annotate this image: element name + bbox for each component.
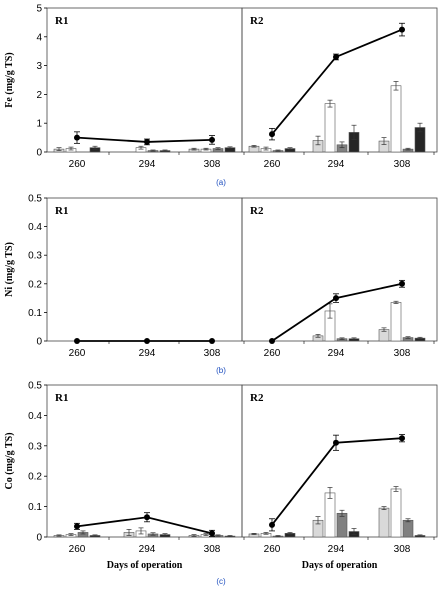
bar-series-1 bbox=[378, 507, 390, 538]
panel-R1: R1 260 294 308 bbox=[53, 15, 245, 170]
x-tick-label: 260 bbox=[69, 348, 86, 359]
chart-3: 0 0.1 0.2 0.3 0.4 0.5 Co (mg/g TS) R1 260 294 308 D… bbox=[4, 381, 438, 586]
panel-title: R2 bbox=[250, 15, 264, 27]
x-tick-label: 308 bbox=[394, 159, 411, 170]
x-tick-label: 260 bbox=[264, 348, 281, 359]
panel-title: R1 bbox=[55, 392, 68, 404]
x-tick-label: 294 bbox=[139, 159, 156, 170]
x-tick-label: 294 bbox=[139, 348, 156, 359]
y-tick-label: 0 bbox=[36, 148, 42, 159]
panel-R2: R2 260 294 308 bbox=[250, 205, 435, 359]
chart-1: 0 1 2 3 4 5 Fe (mg/g TS) R1 260 294 308 R2 260 294 308… bbox=[4, 4, 438, 187]
y-tick-label: 0.4 bbox=[28, 222, 42, 233]
y-tick-label: 0 bbox=[36, 533, 42, 544]
y-tick-label: 0.3 bbox=[28, 251, 42, 262]
line-point bbox=[333, 53, 339, 60]
y-tick-label: 0.5 bbox=[28, 194, 42, 205]
panel-frame-r1 bbox=[46, 197, 243, 342]
x-tick-label: 308 bbox=[204, 348, 221, 359]
y-tick-label: 0 bbox=[36, 337, 42, 348]
y-tick-label: 5 bbox=[36, 4, 42, 15]
panel-R2: R2 260 294 308 bbox=[248, 15, 435, 170]
line-point bbox=[333, 439, 339, 446]
x-tick-label: 308 bbox=[204, 544, 221, 555]
panel-R1: R1 260 294 308 Days of operation bbox=[53, 392, 245, 571]
panel-title: R2 bbox=[250, 205, 264, 217]
x-tick-label: 294 bbox=[328, 348, 345, 359]
panel-R1: R1 260 294 308 bbox=[55, 205, 245, 359]
line-point bbox=[399, 280, 405, 287]
bar-series-3 bbox=[402, 519, 414, 538]
bar-series-2 bbox=[390, 85, 402, 153]
y-tick-label: 0.1 bbox=[28, 502, 42, 513]
bar-series-2 bbox=[390, 302, 402, 342]
x-tick-label: 308 bbox=[394, 348, 411, 359]
bar-series-2 bbox=[390, 488, 402, 538]
panel-title: R1 bbox=[55, 15, 68, 27]
y-axis-label: Ni (mg/g TS) bbox=[4, 242, 15, 297]
line-point bbox=[333, 295, 339, 302]
x-tick-label: 308 bbox=[394, 544, 411, 555]
line-point bbox=[269, 131, 275, 138]
y-tick-label: 0.3 bbox=[28, 441, 42, 452]
y-tick-label: 4 bbox=[36, 32, 42, 43]
panel-frame-r1 bbox=[46, 384, 243, 538]
x-tick-label: 260 bbox=[264, 544, 281, 555]
line-point bbox=[74, 338, 80, 344]
line-point bbox=[74, 523, 80, 530]
y-tick-label: 2 bbox=[36, 90, 42, 101]
x-tick-label: 294 bbox=[328, 544, 345, 555]
x-tick-label: 260 bbox=[69, 159, 86, 170]
x-tick-label: 294 bbox=[139, 544, 156, 555]
bar-series-2 bbox=[324, 492, 336, 538]
y-tick-label: 1 bbox=[36, 119, 42, 130]
y-tick-label: 0.5 bbox=[28, 381, 42, 392]
line-point bbox=[399, 26, 405, 33]
y-tick-label: 0.2 bbox=[28, 279, 42, 290]
line-point bbox=[144, 514, 150, 521]
bar-series-2 bbox=[324, 103, 336, 153]
bar-series-3 bbox=[336, 512, 348, 538]
y-axis-label: Co (mg/g TS) bbox=[4, 432, 15, 489]
line-point bbox=[209, 530, 215, 537]
line-series bbox=[271, 28, 403, 135]
line-point bbox=[144, 338, 150, 344]
x-axis-label: Days of operation bbox=[107, 560, 183, 571]
panel-frame-r1 bbox=[46, 7, 243, 153]
line-point bbox=[269, 521, 275, 528]
panel-R2: R2 260 294 308 Days of operation bbox=[248, 392, 435, 571]
line-point bbox=[399, 435, 405, 442]
y-tick-label: 0.4 bbox=[28, 411, 42, 422]
line-point bbox=[269, 338, 275, 344]
line-point bbox=[144, 138, 150, 145]
panel-frame-r2 bbox=[241, 7, 438, 153]
figure-caption: (a) bbox=[216, 178, 226, 187]
figure-caption: (c) bbox=[216, 577, 226, 586]
y-axis-label: Fe (mg/g TS) bbox=[4, 52, 15, 107]
panel-frame-r2 bbox=[241, 197, 438, 342]
line-point bbox=[209, 338, 215, 344]
x-tick-label: 308 bbox=[204, 159, 221, 170]
x-tick-label: 260 bbox=[264, 159, 281, 170]
y-tick-label: 0.2 bbox=[28, 472, 42, 483]
x-tick-label: 294 bbox=[328, 159, 345, 170]
line-point bbox=[209, 136, 215, 143]
panel-title: R1 bbox=[55, 205, 68, 217]
panel-title: R2 bbox=[250, 392, 264, 404]
x-axis-label: Days of operation bbox=[302, 560, 378, 571]
x-tick-label: 260 bbox=[69, 544, 86, 555]
y-tick-label: 0.1 bbox=[28, 308, 42, 319]
line-point bbox=[74, 134, 80, 141]
figure-caption: (b) bbox=[216, 366, 226, 375]
y-tick-label: 3 bbox=[36, 61, 42, 72]
